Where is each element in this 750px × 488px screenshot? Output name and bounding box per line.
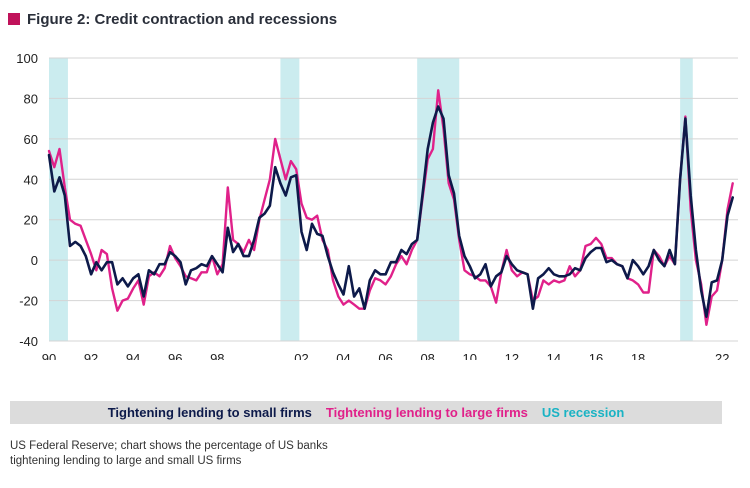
x-tick-label: 04 xyxy=(336,351,350,360)
figure-title: Figure 2: Credit contraction and recessi… xyxy=(27,10,338,28)
source-note: US Federal Reserve; chart shows the perc… xyxy=(10,440,328,467)
x-tick-label: 12 xyxy=(505,351,519,360)
recession-band-2 xyxy=(417,58,460,341)
legend: Tightening lending to small firms Tighte… xyxy=(10,401,722,424)
y-tick-label: 0 xyxy=(31,253,38,268)
y-tick-label: 60 xyxy=(24,132,38,147)
y-tick-label: 40 xyxy=(24,172,38,187)
figure-title-row: Figure 2: Credit contraction and recessi… xyxy=(8,8,337,30)
y-tick-label: 80 xyxy=(24,91,38,106)
x-tick-label: 90 xyxy=(42,351,56,360)
series-line-small-firms xyxy=(47,105,734,318)
x-tick-label: 96 xyxy=(168,351,182,360)
x-tick-label: 16 xyxy=(589,351,603,360)
legend-small-firms: Tightening lending to small firms xyxy=(107,405,312,420)
x-tick-label: 06 xyxy=(378,351,392,360)
y-tick-label: -40 xyxy=(19,334,38,349)
x-tick-label: 92 xyxy=(84,351,98,360)
x-tick-label: 18 xyxy=(631,351,645,360)
recession-band-0 xyxy=(49,58,68,341)
series-line-large-firms xyxy=(47,89,734,326)
title-marker xyxy=(8,13,20,25)
x-tick-label: 22 xyxy=(715,351,729,360)
x-tick-label: 94 xyxy=(126,351,140,360)
x-tick-label: 02 xyxy=(294,351,308,360)
x-tick-label: 08 xyxy=(420,351,434,360)
y-tick-label: 20 xyxy=(24,213,38,228)
x-tick-label: 98 xyxy=(210,351,224,360)
y-tick-label: 100 xyxy=(16,51,38,66)
legend-large-firms: Tightening lending to large firms xyxy=(325,405,528,420)
chart-area: -40 -20 0 20 40 60 80 100 90 92 94 96 98 02 04 06 08 10 12… xyxy=(16,51,738,360)
x-tick-label: 10 xyxy=(463,351,477,360)
legend-us-recession: US recession xyxy=(541,405,625,420)
x-tick-label: 14 xyxy=(547,351,561,360)
recession-band-1 xyxy=(280,58,300,341)
y-tick-label: -20 xyxy=(19,294,38,309)
